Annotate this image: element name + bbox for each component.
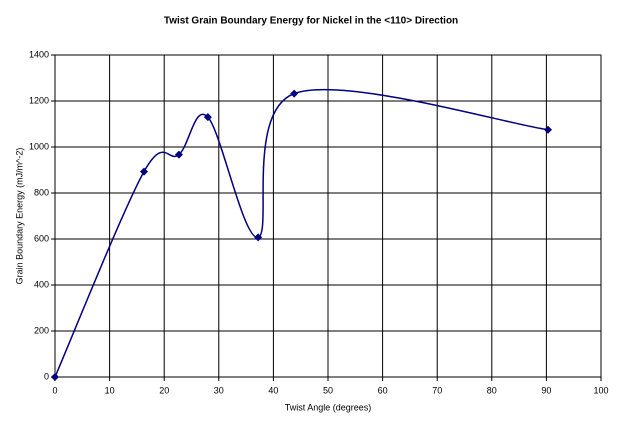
x-tick-label: 90	[541, 385, 551, 395]
data-point	[203, 113, 212, 122]
chart-title: Twist Grain Boundary Energy for Nickel i…	[164, 16, 458, 27]
data-line	[54, 88, 549, 378]
x-tick-label: 50	[323, 385, 333, 395]
x-tick-label: 70	[432, 385, 442, 395]
y-tick-label: 200	[34, 325, 49, 335]
data-point	[174, 150, 183, 159]
x-axis-label: Twist Angle (degrees)	[285, 402, 372, 412]
x-tick-label: 40	[268, 385, 278, 395]
y-tick-label: 400	[34, 279, 49, 289]
x-tick-label: 0	[52, 385, 57, 395]
y-tick-label: 600	[34, 233, 49, 243]
x-tick-label: 100	[593, 385, 608, 395]
y-tick-label: 1400	[29, 49, 49, 59]
data-point	[51, 373, 59, 381]
y-tick-label: 0	[44, 371, 49, 381]
data-point	[544, 125, 553, 134]
y-tick-label: 800	[34, 187, 49, 197]
x-tick-label: 20	[159, 385, 169, 395]
data-point	[139, 167, 148, 176]
y-tick-label: 1200	[29, 95, 49, 105]
x-tick-label: 60	[378, 385, 388, 395]
data-point	[254, 233, 263, 242]
x-tick-label: 80	[487, 385, 497, 395]
data-point	[290, 89, 299, 98]
x-tick-label: 10	[105, 385, 115, 395]
y-tick-label: 1000	[29, 141, 49, 151]
y-axis-label: Grain Boundary Energy (mJ/m^-2)	[14, 148, 24, 285]
x-tick-label: 30	[214, 385, 224, 395]
